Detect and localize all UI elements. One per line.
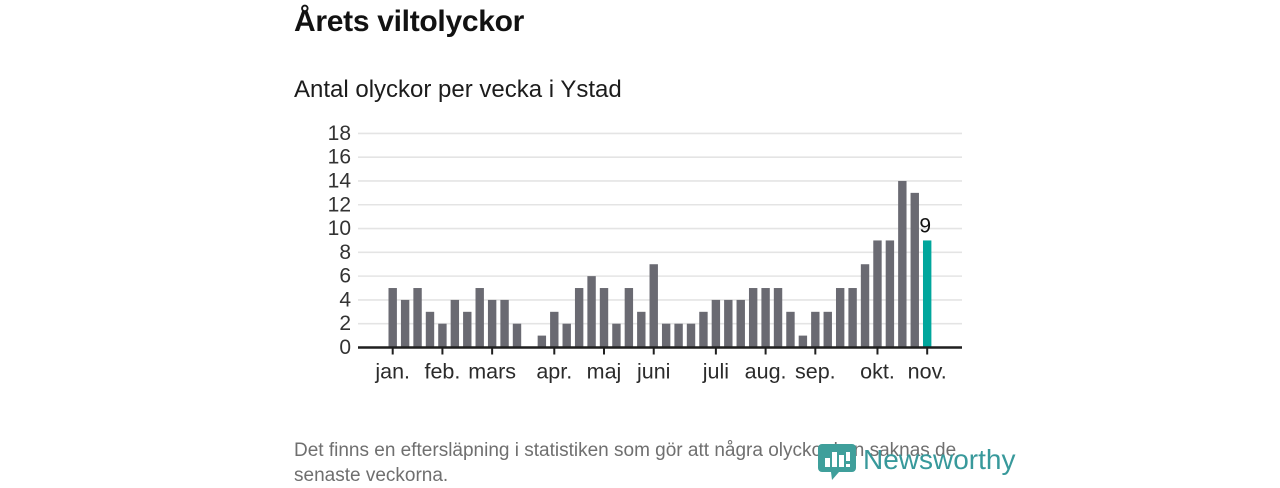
bar	[425, 311, 435, 348]
bar	[487, 299, 497, 348]
bar	[512, 323, 522, 348]
y-axis-label: 0	[339, 336, 351, 359]
month-label: mars	[468, 360, 516, 384]
bar	[773, 288, 783, 348]
bar	[537, 335, 547, 348]
y-axis-label: 12	[328, 193, 351, 216]
bar	[562, 323, 571, 348]
bar	[624, 288, 634, 348]
bar	[724, 299, 733, 348]
bar	[500, 299, 509, 348]
bar	[388, 288, 397, 348]
newsworthy-logo-text: Newsworthy	[863, 444, 1016, 475]
bar	[574, 288, 584, 348]
bar	[599, 288, 609, 348]
bar	[400, 299, 410, 348]
bar	[736, 299, 745, 348]
y-axis-label: 6	[339, 265, 351, 288]
month-label: maj	[587, 360, 622, 384]
bar	[798, 335, 808, 348]
bar	[413, 288, 422, 348]
chart-title: Årets viltolyckor	[294, 5, 524, 38]
bar-current-week	[922, 240, 932, 348]
month-label: okt.	[860, 360, 895, 384]
bar	[835, 288, 845, 348]
y-axis-label: 16	[328, 146, 351, 169]
bar	[711, 299, 721, 348]
bar	[463, 311, 472, 348]
newsworthy-logo: Newsworthy	[818, 443, 1015, 480]
bar	[885, 240, 895, 348]
y-axis-label: 8	[339, 241, 351, 264]
bar	[699, 311, 708, 348]
y-axis-label: 4	[339, 288, 351, 311]
chart-subtitle: Antal olyckor per vecka i Ystad	[294, 76, 622, 103]
bar	[637, 311, 646, 348]
bar	[438, 323, 447, 348]
bar	[873, 240, 882, 348]
value-annotation: 9	[919, 214, 931, 237]
month-label: apr.	[536, 360, 572, 384]
y-axis-label: 10	[328, 217, 351, 240]
month-label: feb.	[424, 360, 460, 384]
month-label: juli	[702, 360, 729, 384]
bar	[910, 192, 919, 348]
y-axis-label: 14	[328, 169, 352, 192]
bar	[811, 311, 820, 348]
y-axis-label: 18	[328, 122, 351, 145]
bar	[686, 323, 696, 348]
bar	[860, 264, 870, 348]
bar	[475, 288, 484, 348]
bar	[898, 180, 907, 348]
bar	[450, 299, 460, 348]
newsworthy-logo-icon	[818, 444, 856, 480]
bar	[661, 323, 671, 348]
month-label: juni	[636, 360, 670, 384]
bar	[649, 264, 658, 348]
month-label: sep.	[795, 360, 836, 384]
bar	[612, 323, 621, 348]
bar	[761, 288, 770, 348]
y-axis-label: 2	[339, 312, 351, 335]
bar	[587, 276, 596, 348]
bar	[748, 288, 758, 348]
bar	[786, 311, 795, 348]
month-label: nov.	[908, 360, 947, 384]
bar	[674, 323, 683, 348]
month-label: aug.	[745, 360, 787, 384]
bar	[848, 288, 857, 348]
bar	[550, 311, 559, 348]
footnote-line-1: Det finns en eftersläpning i statistiken…	[294, 440, 957, 461]
bar	[823, 311, 832, 348]
month-label: jan.	[374, 360, 410, 384]
